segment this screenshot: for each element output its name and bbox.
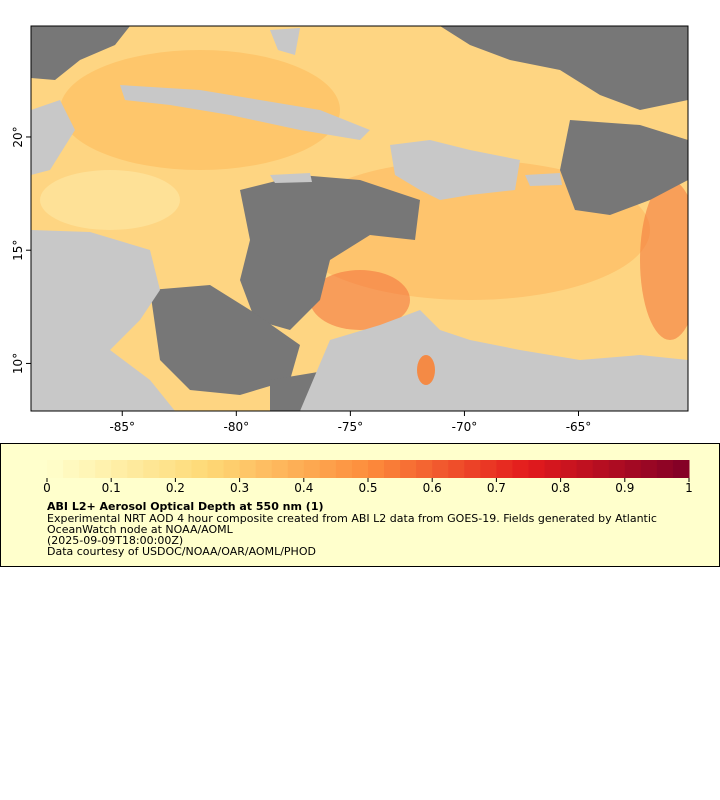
colorbar-step — [656, 460, 674, 478]
colorbar-tick-label: 1 — [685, 481, 693, 495]
colorbar-tick-label: 0.6 — [423, 481, 442, 495]
colorbar-step — [464, 460, 481, 478]
colorbar-step — [384, 460, 401, 478]
y-tick-label: 15° — [11, 240, 25, 261]
colorbar-step — [79, 460, 96, 478]
colorbar-step — [191, 460, 208, 478]
colorbar-step — [303, 460, 321, 478]
map-frame — [30, 25, 689, 412]
colorbar-step — [448, 460, 465, 478]
colorbar-step — [528, 460, 546, 478]
colorbar-tick-label: 0.3 — [230, 481, 249, 495]
colorbar-step — [143, 460, 160, 478]
colorbar-step — [544, 460, 562, 478]
colorbar-step — [319, 460, 337, 478]
colorbar-step — [640, 460, 658, 478]
colorbar-tick-label: 0.1 — [102, 481, 121, 495]
x-tick-label: -75° — [338, 420, 364, 434]
colorbar-step — [159, 460, 176, 478]
colorbar-step — [416, 460, 433, 478]
colorbar-step — [271, 460, 289, 478]
legend-title: ABI L2+ Aerosol Optical Depth at 550 nm … — [47, 500, 324, 513]
colorbar-step — [480, 460, 497, 478]
x-tick-label: -70° — [452, 420, 478, 434]
colorbar-tick-label: 0.5 — [358, 481, 377, 495]
colorbar-step — [287, 460, 305, 478]
colorbar-step — [608, 460, 626, 478]
colorbar-step — [592, 460, 610, 478]
x-tick-label: -85° — [109, 420, 135, 434]
colorbar-step — [223, 460, 241, 478]
colorbar-step — [175, 460, 192, 478]
colorbar-tick-label: 0.8 — [551, 481, 570, 495]
y-tick-label: 20° — [11, 126, 25, 147]
colorbar-step — [624, 460, 642, 478]
legend-line: OceanWatch node at NOAA/AOML — [47, 523, 234, 536]
colorbar-step — [560, 460, 578, 478]
colorbar-step — [576, 460, 594, 478]
y-tick-label: 10° — [11, 353, 25, 374]
colorbar-step — [672, 460, 690, 478]
colorbar-step — [63, 460, 80, 478]
legend-line: (2025-09-09T18:00:00Z) — [47, 534, 183, 547]
colorbar: 0 0.1 0.2 0.3 0.4 0.5 0.6 0.7 0.8 0.9 1 — [43, 460, 693, 495]
colorbar-step — [95, 460, 112, 478]
colorbar-step — [351, 460, 369, 478]
x-tick-label: -65° — [566, 420, 592, 434]
colorbar-step — [496, 460, 513, 478]
colorbar-tick-label: 0.2 — [166, 481, 185, 495]
colorbar-step — [127, 460, 144, 478]
colorbar-step — [207, 460, 225, 478]
x-tick-label: -80° — [224, 420, 250, 434]
axes: -85° -80° -75° -70° -65° 10° 15° 20° — [11, 126, 591, 434]
colorbar-tick-label: 0.7 — [487, 481, 506, 495]
colorbar-step — [255, 460, 273, 478]
legend-line: Experimental NRT AOD 4 hour composite cr… — [47, 512, 657, 525]
colorbar-step — [335, 460, 353, 478]
colorbar-tick-label: 0.4 — [294, 481, 313, 495]
colorbar-step — [400, 460, 417, 478]
colorbar-step — [432, 460, 449, 478]
colorbar-step — [512, 460, 529, 478]
colorbar-tick-label: 0 — [43, 481, 51, 495]
colorbar-step — [111, 460, 128, 478]
colorbar-step — [47, 460, 64, 478]
legend-line: Data courtesy of USDOC/NOAA/OAR/AOML/PHO… — [47, 545, 316, 558]
colorbar-step — [239, 460, 257, 478]
map-image — [31, 26, 688, 411]
colorbar-step — [368, 460, 385, 478]
colorbar-tick-label: 0.9 — [615, 481, 634, 495]
